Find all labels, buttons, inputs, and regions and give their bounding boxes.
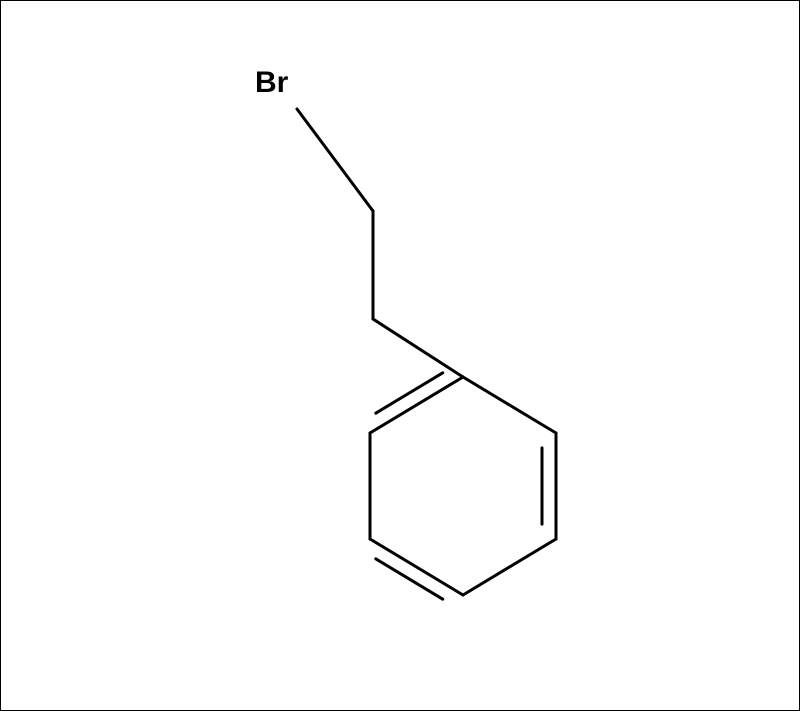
molecule-svg [1, 1, 800, 712]
atom-label-br: Br [255, 66, 288, 100]
structure-canvas: Br [0, 0, 800, 711]
